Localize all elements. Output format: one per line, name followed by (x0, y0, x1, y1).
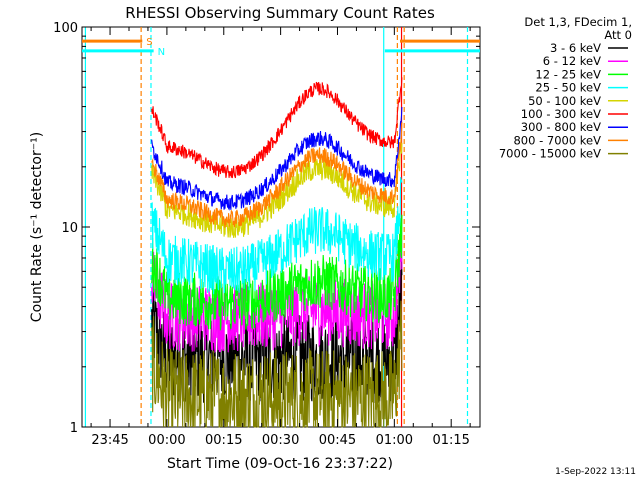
x-tick-label-0: 23:45 (91, 433, 128, 448)
x-tick-label-1: 00:00 (148, 433, 185, 448)
series-line-5 (151, 77, 403, 179)
series-line-8 (151, 300, 403, 428)
y-tick-label-1: 10 (61, 221, 78, 236)
y-tick-label-0: 1 (70, 421, 78, 436)
flag-label-S: S (146, 37, 152, 48)
legend-header-line2: Att 0 (604, 28, 632, 42)
legend-entry-0: 3 - 6 keV (550, 41, 601, 55)
legend-entry-5: 100 - 300 keV (521, 107, 601, 121)
x-tick-label-6: 01:15 (432, 433, 469, 448)
legend-entry-6: 300 - 800 keV (521, 120, 601, 134)
legend-entry-8: 7000 - 15000 keV (499, 147, 601, 161)
y-tick-label-2: 100 (53, 21, 78, 36)
timestamp: 1-Sep-2022 13:11 (555, 467, 636, 477)
legend-entry-4: 50 - 100 keV (528, 94, 601, 108)
x-axis-label: Start Time (09-Oct-16 23:37:22) (167, 456, 393, 472)
x-tick-label-5: 01:00 (376, 433, 413, 448)
x-tick-label-4: 00:45 (319, 433, 356, 448)
legend-entry-2: 12 - 25 keV (535, 67, 601, 81)
series-line-7 (151, 122, 403, 228)
series-line-3 (151, 177, 403, 295)
axes: 23:45 00:00 00:15 00:30 00:45 01:00 01:15 1 10 10… (53, 21, 480, 448)
chart-title: RHESSI Observing Summary Count Rates (125, 4, 435, 22)
legend-entry-1: 6 - 12 keV (543, 54, 601, 68)
legend-entry-3: 25 - 50 keV (535, 81, 601, 95)
y-axis-label: Count Rate (s⁻¹ detector⁻¹) (29, 132, 45, 322)
flag-label-N: N (158, 47, 165, 58)
legend-entry-7: 800 - 7000 keV (513, 133, 601, 147)
series-lines (151, 77, 403, 428)
flag-markers: SN (82, 37, 480, 58)
x-tick-label-3: 00:30 (262, 433, 299, 448)
series-line-6 (151, 106, 403, 211)
series-line-2 (151, 214, 403, 331)
x-tick-label-2: 00:15 (205, 433, 242, 448)
legend-header-line1: Det 1,3, FDecim 1, (524, 15, 632, 29)
